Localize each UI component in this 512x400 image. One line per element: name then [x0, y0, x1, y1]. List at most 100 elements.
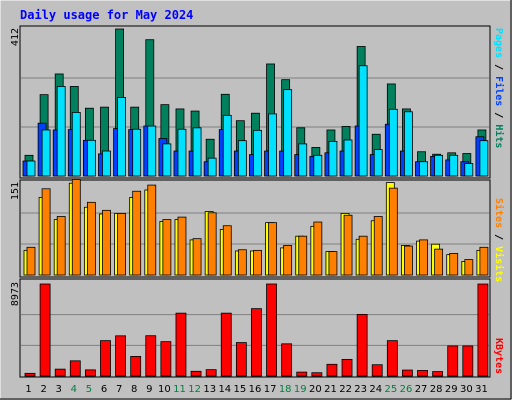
legend-hits-files-pages: Pages / Files / Hits: [493, 28, 505, 148]
legend-pages: Pages: [493, 28, 504, 58]
day-label-28: 28: [430, 384, 443, 395]
kbytes-bar-12: [190, 370, 202, 377]
day-label-22: 22: [339, 384, 352, 395]
sites-bar-17: [268, 222, 277, 276]
sites-bar-15: [237, 249, 247, 276]
kbytes-bar-2: [39, 283, 51, 377]
pages-bar-25: [388, 108, 398, 177]
sites-bar-28: [434, 248, 444, 276]
sites-bar-1: [26, 246, 36, 276]
sites-bar-10: [162, 219, 172, 276]
kbytes-bar-24: [371, 364, 383, 377]
pages-bar-18: [283, 89, 293, 177]
sites-bar-12: [192, 238, 202, 276]
sites-bar-16: [253, 249, 262, 276]
sites-bar-22: [343, 214, 353, 276]
pages-bar-11: [177, 128, 187, 177]
sites-bar-30: [464, 259, 474, 276]
kbytes-bar-1: [24, 372, 36, 377]
day-label-1: 1: [25, 384, 31, 395]
pages-bar-8: [132, 128, 142, 177]
kbytes-bar-22: [341, 358, 353, 377]
kbytes-bar-19: [296, 371, 308, 377]
day-label-18: 18: [279, 384, 292, 395]
kbytes-bar-31: [477, 283, 489, 377]
kbytes-bar-29: [447, 345, 459, 377]
day-label-25: 25: [385, 384, 398, 395]
kbytes-bar-11: [175, 312, 187, 377]
pages-bar-1: [26, 160, 36, 177]
kbytes-bar-10: [160, 341, 172, 377]
chart-title: Daily usage for May 2024: [20, 8, 193, 22]
day-label-16: 16: [249, 384, 262, 395]
kbytes-bar-6: [100, 340, 111, 377]
sites-bar-18: [283, 245, 293, 276]
sites-bar-3: [56, 216, 66, 276]
sites-bar-11: [177, 216, 187, 276]
day-label-11: 11: [173, 384, 186, 395]
pages-bar-16: [253, 129, 262, 177]
day-label-4: 4: [71, 384, 77, 395]
panel-visits-frame: [19, 179, 491, 278]
ymax-label-visits: 151: [10, 182, 21, 200]
legend-kbytes: KBytes: [493, 338, 504, 374]
day-label-17: 17: [264, 384, 277, 395]
pages-bar-24: [373, 149, 383, 177]
pages-bar-28: [434, 154, 444, 177]
kbytes-bar-20: [311, 372, 323, 377]
legend-sep-2: /: [493, 106, 504, 124]
sites-bar-24: [373, 216, 383, 276]
kbytes-bar-21: [326, 363, 338, 377]
kbytes-bar-30: [462, 345, 474, 377]
pages-bar-4: [71, 112, 81, 177]
sites-bar-5: [86, 201, 96, 276]
kbytes-bar-23: [356, 313, 368, 377]
kbytes-bar-28: [432, 371, 444, 377]
day-label-19: 19: [294, 384, 307, 395]
sites-bar-31: [479, 246, 489, 276]
legend-sites: Sites: [493, 198, 505, 228]
day-label-21: 21: [324, 384, 337, 395]
kbytes-bar-15: [235, 342, 247, 377]
sites-bar-19: [298, 235, 308, 276]
day-label-5: 5: [86, 384, 92, 395]
pages-bar-29: [449, 154, 459, 177]
day-label-9: 9: [146, 384, 152, 395]
day-label-20: 20: [309, 384, 322, 395]
sites-bar-13: [207, 212, 217, 276]
kbytes-bar-13: [205, 369, 217, 377]
ymax-label-hits: 412: [10, 28, 21, 46]
pages-bar-10: [162, 143, 172, 177]
day-labels: 1 2 3 4 5 6 7 8 9 10 11 12 13 14 15 16 17 18 19 20 21 22 23 24 2…: [25, 384, 487, 395]
pages-bar-23: [358, 65, 368, 177]
pages-bar-12: [192, 127, 202, 177]
pages-bar-26: [404, 111, 413, 177]
day-label-7: 7: [116, 384, 122, 395]
sites-bar-8: [132, 190, 142, 276]
legend-files: Files: [493, 76, 505, 106]
kbytes-bar-8: [130, 356, 142, 377]
sites-bar-21: [328, 251, 338, 276]
sites-bar-25: [388, 187, 398, 276]
day-label-24: 24: [369, 384, 382, 395]
sites-bar-2: [41, 188, 51, 276]
legend-sep-1: /: [493, 58, 504, 76]
pages-bar-14: [222, 114, 232, 177]
pages-bar-19: [298, 143, 308, 177]
kbytes-bar-25: [386, 340, 398, 377]
kbytes-bar-18: [281, 343, 293, 377]
day-label-27: 27: [415, 384, 428, 395]
kbytes-bar-14: [220, 312, 232, 377]
day-label-12: 12: [188, 384, 201, 395]
pages-bar-30: [464, 163, 474, 177]
kbytes-bar-4: [69, 360, 81, 377]
pages-bar-27: [419, 161, 428, 177]
pages-bar-2: [41, 129, 51, 177]
panel-hits-frame: [19, 25, 491, 179]
kbytes-bar-7: [115, 335, 126, 377]
pages-bar-31: [479, 140, 489, 177]
legend-visits-sites: Sites / Visits: [493, 198, 505, 282]
sites-bar-27: [419, 239, 428, 276]
pages-bar-7: [117, 97, 126, 177]
pages-bar-17: [268, 113, 277, 177]
